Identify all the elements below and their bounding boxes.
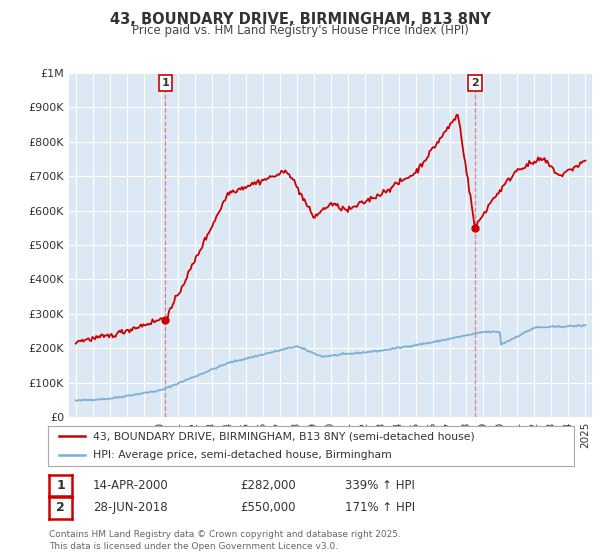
- Text: 14-APR-2000: 14-APR-2000: [93, 479, 169, 492]
- Text: 2: 2: [56, 501, 65, 515]
- Text: Contains HM Land Registry data © Crown copyright and database right 2025.
This d: Contains HM Land Registry data © Crown c…: [49, 530, 401, 551]
- Text: HPI: Average price, semi-detached house, Birmingham: HPI: Average price, semi-detached house,…: [92, 450, 391, 460]
- Text: 339% ↑ HPI: 339% ↑ HPI: [345, 479, 415, 492]
- Text: 43, BOUNDARY DRIVE, BIRMINGHAM, B13 8NY: 43, BOUNDARY DRIVE, BIRMINGHAM, B13 8NY: [110, 12, 490, 27]
- Text: 2: 2: [471, 78, 479, 88]
- Text: 43, BOUNDARY DRIVE, BIRMINGHAM, B13 8NY (semi-detached house): 43, BOUNDARY DRIVE, BIRMINGHAM, B13 8NY …: [92, 432, 475, 441]
- Text: £282,000: £282,000: [240, 479, 296, 492]
- Text: 1: 1: [161, 78, 169, 88]
- Text: Price paid vs. HM Land Registry's House Price Index (HPI): Price paid vs. HM Land Registry's House …: [131, 24, 469, 36]
- Text: 1: 1: [56, 479, 65, 492]
- Text: £550,000: £550,000: [240, 501, 296, 515]
- Text: 28-JUN-2018: 28-JUN-2018: [93, 501, 167, 515]
- Text: 171% ↑ HPI: 171% ↑ HPI: [345, 501, 415, 515]
